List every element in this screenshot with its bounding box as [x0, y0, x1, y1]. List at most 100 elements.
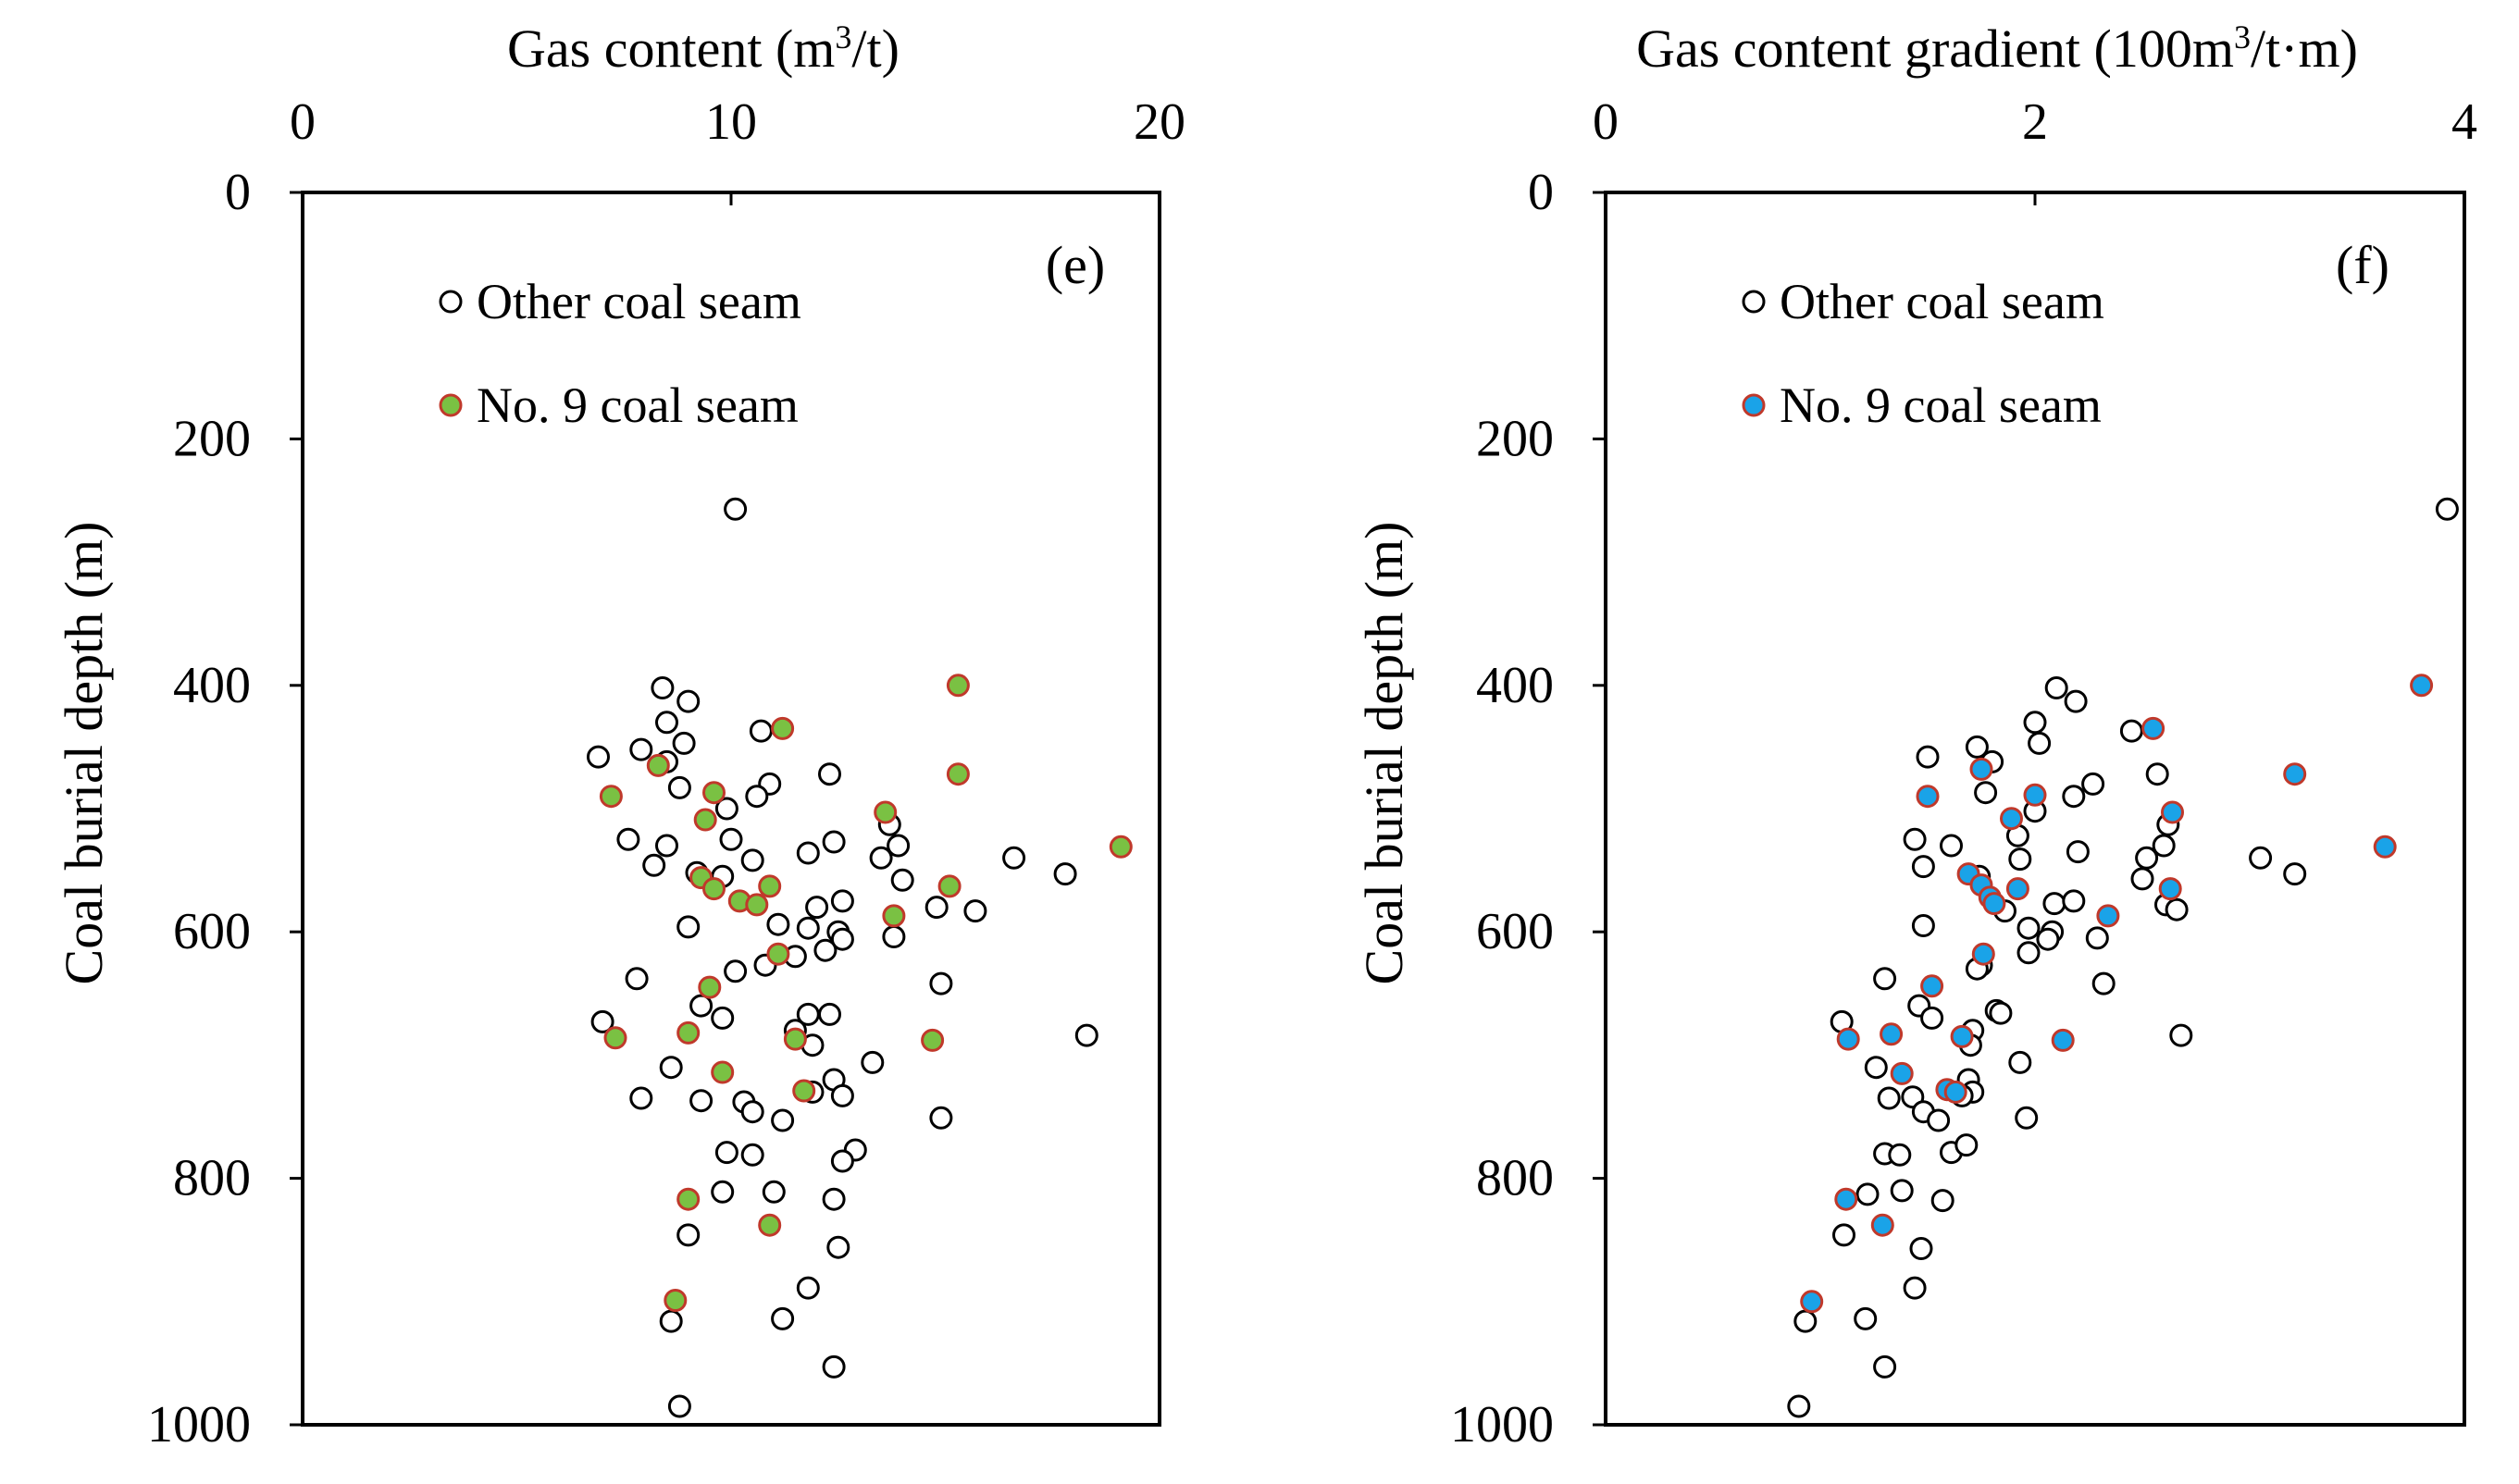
data-point-other-coal-seam [882, 925, 906, 948]
data-point-no9-coal-seam [745, 893, 769, 917]
data-point-other-coal-seam [1974, 781, 1998, 805]
data-point-other-coal-seam [724, 497, 748, 521]
data-point-other-coal-seam [616, 827, 640, 851]
data-point-other-coal-seam [2435, 497, 2459, 521]
data-point-other-coal-seam [590, 1009, 614, 1033]
data-point-other-coal-seam [629, 1086, 653, 1110]
legend-f: Other coal seam No. 9 coal seam [1742, 274, 2104, 433]
data-point-other-coal-seam [929, 1106, 953, 1130]
data-point-other-coal-seam [2036, 927, 2060, 951]
data-point-other-coal-seam [2016, 941, 2041, 965]
data-point-other-coal-seam [745, 785, 769, 809]
data-point-other-coal-seam [2028, 731, 2052, 755]
data-point-no9-coal-seam [874, 800, 898, 824]
y-tick-label: 400 [173, 657, 251, 714]
data-point-no9-coal-seam [2005, 877, 2029, 901]
data-point-other-coal-seam [1002, 846, 1026, 870]
data-point-other-coal-seam [822, 1187, 846, 1211]
data-point-other-coal-seam [740, 848, 764, 872]
data-point-no9-coal-seam [1109, 835, 1133, 859]
data-point-other-coal-seam [2066, 840, 2090, 864]
data-point-other-coal-seam [1890, 1179, 1914, 1203]
data-point-other-coal-seam [714, 797, 738, 821]
data-point-no9-coal-seam [2410, 674, 2434, 698]
data-points-f [1787, 497, 2459, 1418]
data-point-no9-coal-seam [1890, 1061, 1914, 1085]
data-point-no9-coal-seam [766, 942, 790, 966]
y-tick-label: 0 [1528, 164, 1554, 221]
data-point-other-coal-seam [890, 868, 914, 892]
x-axis-title-f: Gas content gradient (100m3/t·m) [1636, 19, 2358, 79]
data-point-no9-coal-seam [693, 808, 717, 832]
data-point-no9-coal-seam [792, 1079, 816, 1103]
data-point-other-coal-seam [2016, 916, 2041, 940]
data-point-no9-coal-seam [698, 975, 722, 999]
y-tick-label: 1000 [147, 1396, 251, 1453]
data-point-no9-coal-seam [1969, 757, 1993, 781]
data-point-other-coal-seam [1927, 1108, 1951, 1132]
data-point-other-coal-seam [711, 1006, 735, 1030]
data-point-other-coal-seam [2145, 762, 2169, 786]
data-point-other-coal-seam [2008, 847, 2032, 872]
data-point-other-coal-seam [796, 841, 820, 865]
data-point-no9-coal-seam [771, 716, 795, 740]
panel-label-e: (e) [1046, 235, 1105, 295]
y-tick-label: 800 [1476, 1150, 1554, 1207]
data-point-no9-coal-seam [758, 1213, 782, 1237]
panel-e: Gas content (m3/t) Coal burial depth (m)… [54, 19, 1185, 1453]
data-point-other-coal-seam [1855, 1182, 1880, 1206]
data-point-other-coal-seam [749, 719, 773, 743]
data-point-other-coal-seam [659, 1056, 683, 1080]
data-point-other-coal-seam [2249, 846, 2273, 870]
data-point-no9-coal-seam [2000, 807, 2023, 831]
x-tick-labels-e: 0 10 20 [290, 93, 1185, 205]
data-point-no9-coal-seam [711, 1060, 735, 1084]
data-point-other-coal-seam [2283, 862, 2307, 886]
data-point-other-coal-seam [2085, 926, 2109, 950]
data-point-other-coal-seam [672, 731, 696, 755]
data-point-other-coal-seam [805, 896, 829, 920]
data-point-other-coal-seam [762, 1180, 786, 1204]
data-point-other-coal-seam [667, 1394, 691, 1418]
data-point-other-coal-seam [1854, 1306, 1878, 1330]
data-point-other-coal-seam [771, 1306, 795, 1330]
data-point-no9-coal-seam [1880, 1022, 1904, 1046]
data-point-other-coal-seam [719, 827, 743, 851]
data-point-other-coal-seam [2119, 719, 2143, 743]
x-tick-label: 4 [2451, 93, 2477, 151]
data-point-other-coal-seam [2062, 889, 2086, 913]
data-point-other-coal-seam [2015, 1106, 2039, 1130]
data-point-no9-coal-seam [1920, 974, 1944, 998]
data-point-no9-coal-seam [1950, 1024, 1974, 1048]
y-tick-label: 800 [173, 1150, 251, 1207]
data-point-other-coal-seam [1989, 1001, 2013, 1025]
data-point-no9-coal-seam [1971, 942, 1995, 966]
data-point-other-coal-seam [887, 834, 911, 858]
data-point-other-coal-seam [1903, 1276, 1927, 1300]
data-point-other-coal-seam [2062, 785, 2086, 809]
data-point-other-coal-seam [689, 994, 714, 1018]
y-tick-label: 0 [225, 164, 251, 221]
data-point-other-coal-seam [642, 853, 666, 877]
data-point-other-coal-seam [689, 1089, 714, 1113]
y-tick-label: 1000 [1450, 1396, 1554, 1453]
data-point-other-coal-seam [667, 775, 691, 799]
data-point-other-coal-seam [1903, 827, 1927, 851]
data-point-other-coal-seam [676, 1223, 701, 1247]
data-point-other-coal-seam [818, 1002, 841, 1026]
data-point-other-coal-seam [1940, 834, 1963, 858]
data-point-other-coal-seam [625, 967, 649, 991]
legend-marker-other-f [1742, 290, 1766, 314]
data-point-other-coal-seam [2091, 971, 2116, 996]
panel-label-f: (f) [2336, 235, 2389, 295]
data-point-other-coal-seam [1074, 1023, 1098, 1047]
legend-marker-no9-e [439, 393, 463, 417]
data-point-other-coal-seam [2023, 711, 2047, 735]
data-point-other-coal-seam [1954, 1133, 1979, 1157]
data-point-other-coal-seam [1877, 1086, 1901, 1110]
data-point-other-coal-seam [796, 1276, 820, 1300]
data-point-other-coal-seam [2044, 676, 2068, 699]
legend-label-no9-f: No. 9 coal seam [1780, 377, 2102, 433]
data-point-other-coal-seam [655, 711, 678, 735]
y-tick-labels-f: 0 200 400 600 800 1000 [1450, 164, 1606, 1453]
